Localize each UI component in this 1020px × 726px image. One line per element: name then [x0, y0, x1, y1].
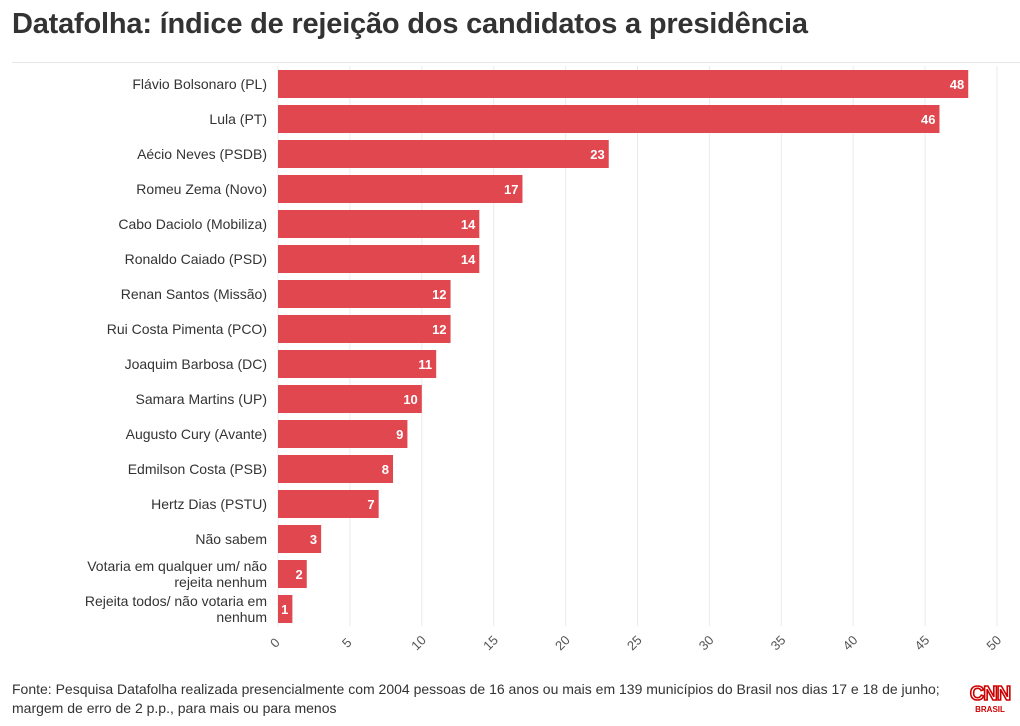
bar-value-label: 12: [432, 287, 446, 302]
bar-value-label: 46: [921, 112, 935, 127]
bar-value-label: 3: [310, 532, 317, 547]
category-label: Aécio Neves (PSDB): [137, 146, 267, 162]
bar: [278, 595, 293, 623]
bar-value-label: 48: [950, 77, 964, 92]
category-label: Ronaldo Caiado (PSD): [125, 251, 267, 267]
bar: [278, 525, 322, 553]
bar: [278, 490, 379, 518]
bar-value-label: 7: [367, 497, 374, 512]
category-label: Augusto Cury (Avante): [126, 426, 267, 442]
bar-value-label: 1: [281, 602, 288, 617]
bar: [278, 420, 408, 448]
bar-value-label: 10: [403, 392, 417, 407]
bar: [278, 350, 437, 378]
bar: [278, 280, 451, 308]
bar-value-label: 11: [418, 357, 432, 372]
category-label: Joaquim Barbosa (DC): [125, 356, 267, 372]
x-tick-label: 30: [696, 632, 717, 653]
category-label: Romeu Zema (Novo): [136, 181, 267, 197]
bar-value-label: 14: [461, 252, 476, 267]
bar: [278, 315, 451, 343]
chart-title: Datafolha: índice de rejeição dos candid…: [12, 8, 808, 40]
bar: [278, 210, 480, 238]
bar: [278, 245, 480, 273]
category-label: Rui Costa Pimenta (PCO): [107, 321, 267, 337]
source-note: Fonte: Pesquisa Datafolha realizada pres…: [12, 681, 940, 716]
x-tick-label: 45: [911, 632, 932, 653]
category-label: Não sabem: [195, 531, 267, 547]
bar: [278, 385, 422, 413]
category-label: Lula (PT): [209, 111, 267, 127]
category-label: Votaria em qualquer um/ não rejeita nenhu…: [87, 558, 267, 590]
category-label: Renan Santos (Missão): [121, 286, 267, 302]
bar: [278, 70, 969, 98]
bar-value-label: 14: [461, 217, 476, 232]
category-label: Hertz Dias (PSTU): [151, 496, 267, 512]
x-tick-label: 10: [408, 632, 429, 653]
bar-value-label: 12: [432, 322, 446, 337]
x-tick-label: 5: [339, 635, 355, 651]
bar-value-label: 23: [590, 147, 604, 162]
logo-brand-text: CNN: [970, 683, 1011, 705]
bar: [278, 140, 609, 168]
bar-value-label: 9: [396, 427, 403, 442]
x-tick-label: 50: [983, 632, 1004, 653]
category-label: Samara Martins (UP): [136, 391, 267, 407]
bar: [278, 175, 523, 203]
logo-sub-text: BRASIL: [975, 705, 1005, 714]
title-divider: [12, 62, 1020, 63]
x-tick-label: 15: [480, 632, 501, 653]
category-label: Flávio Bolsonaro (PL): [132, 76, 267, 92]
category-label: Rejeita todos/ não votaria em nenhum: [85, 593, 267, 625]
cnn-brasil-logo: CNN BRASIL: [969, 682, 1012, 714]
bar: [278, 455, 394, 483]
category-label: Edmilson Costa (PSB): [128, 461, 267, 477]
bar-value-label: 17: [504, 182, 518, 197]
x-tick-label: 0: [267, 635, 283, 651]
category-label: Cabo Daciolo (Mobiliza): [118, 216, 267, 232]
x-tick-label: 35: [768, 632, 789, 653]
bar: [278, 560, 307, 588]
bar-value-label: 2: [296, 567, 303, 582]
x-tick-label: 25: [624, 632, 645, 653]
bar-value-label: 8: [382, 462, 389, 477]
x-tick-label: 20: [552, 632, 573, 653]
x-tick-label: 40: [840, 632, 861, 653]
bar: [278, 105, 940, 133]
